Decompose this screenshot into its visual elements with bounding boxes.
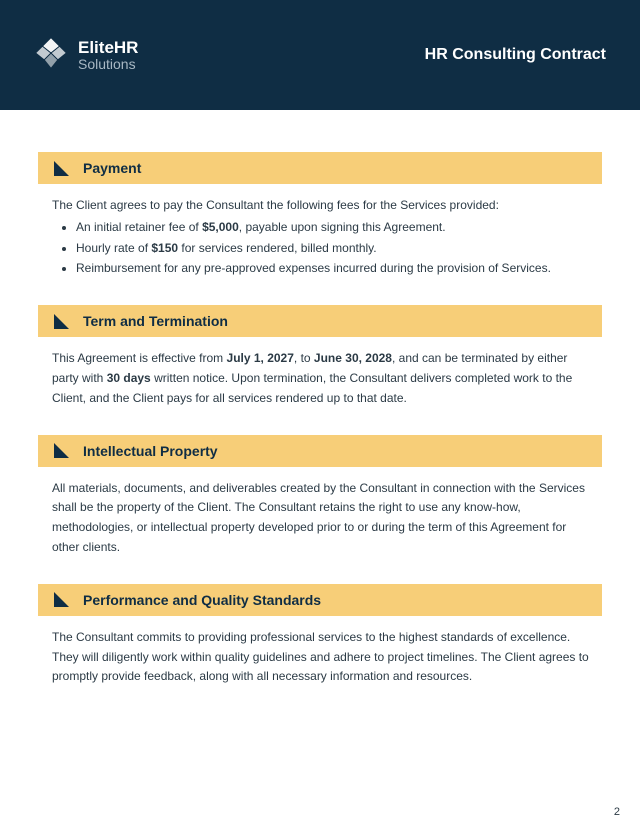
triangle-icon: [54, 443, 69, 458]
list-item: Reimbursement for any pre-approved expen…: [76, 259, 592, 279]
section-ip: Intellectual Property All materials, doc…: [38, 435, 602, 558]
section-payment: Payment The Client agrees to pay the Con…: [38, 152, 602, 279]
section-term: Term and Termination This Agreement is e…: [38, 305, 602, 408]
section-title: Performance and Quality Standards: [83, 592, 321, 608]
section-body: The Consultant commits to providing prof…: [38, 616, 602, 687]
payment-list: An initial retainer fee of $5,000, payab…: [52, 218, 592, 279]
page-number: 2: [614, 806, 620, 818]
section-title: Intellectual Property: [83, 443, 218, 459]
brand-logo-icon: [34, 36, 68, 75]
document-header: EliteHR Solutions HR Consulting Contract: [0, 0, 640, 110]
section-header: Intellectual Property: [38, 435, 602, 467]
list-item: An initial retainer fee of $5,000, payab…: [76, 218, 592, 238]
section-body: The Client agrees to pay the Consultant …: [38, 184, 602, 279]
brand-name-sub: Solutions: [78, 57, 138, 72]
brand-text: EliteHR Solutions: [78, 39, 138, 72]
section-title: Payment: [83, 160, 141, 176]
brand-name-main: EliteHR: [78, 39, 138, 57]
brand: EliteHR Solutions: [34, 36, 138, 75]
section-header: Payment: [38, 152, 602, 184]
triangle-icon: [54, 314, 69, 329]
section-header: Performance and Quality Standards: [38, 584, 602, 616]
section-body: All materials, documents, and deliverabl…: [38, 467, 602, 558]
section-body: This Agreement is effective from July 1,…: [38, 337, 602, 408]
list-item: Hourly rate of $150 for services rendere…: [76, 239, 592, 259]
section-header: Term and Termination: [38, 305, 602, 337]
section-intro: The Client agrees to pay the Consultant …: [52, 196, 592, 216]
triangle-icon: [54, 161, 69, 176]
document-title: HR Consulting Contract: [425, 46, 606, 64]
triangle-icon: [54, 592, 69, 607]
section-quality: Performance and Quality Standards The Co…: [38, 584, 602, 687]
section-title: Term and Termination: [83, 313, 228, 329]
document-body: Payment The Client agrees to pay the Con…: [0, 110, 640, 687]
